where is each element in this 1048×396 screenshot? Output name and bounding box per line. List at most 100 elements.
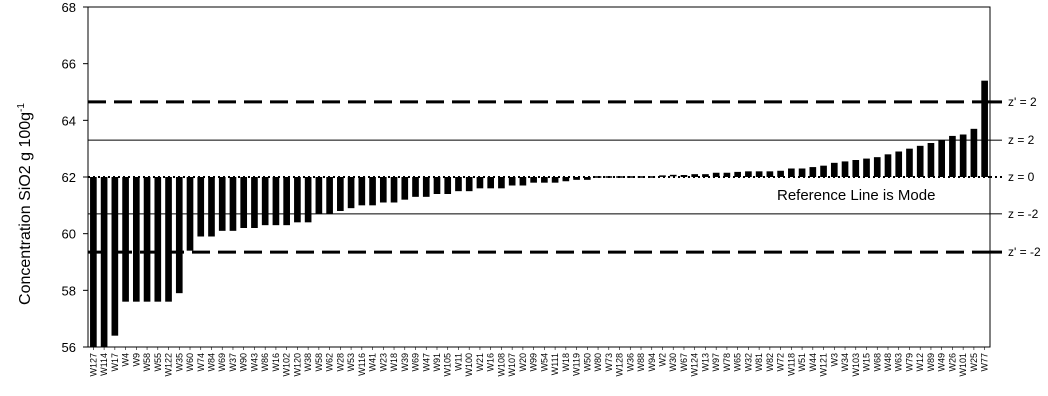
bar (755, 171, 763, 177)
bar (637, 176, 645, 178)
bar (562, 177, 570, 182)
bar (283, 177, 290, 226)
bar (326, 177, 333, 214)
x-tick-label: W97 (711, 353, 721, 372)
bar (487, 177, 495, 189)
x-tick-label: W13 (700, 353, 710, 372)
x-tick-label: W105 (443, 353, 453, 377)
x-tick-label: W34 (840, 353, 850, 372)
y-tick-label: 68 (62, 0, 76, 15)
bar (895, 151, 903, 177)
x-tick-label: W100 (464, 353, 474, 377)
y-tick-label: 56 (62, 340, 76, 355)
bar (530, 177, 537, 183)
bar (111, 177, 119, 336)
x-tick-label: W68 (872, 353, 882, 372)
x-tick-label: W51 (797, 353, 807, 372)
x-tick-label: W18 (389, 353, 399, 372)
x-tick-label: W50 (582, 353, 592, 372)
bar (455, 177, 462, 192)
bar (465, 177, 473, 192)
bar (347, 177, 355, 209)
x-tick-label: W63 (894, 353, 904, 372)
bar (208, 177, 215, 237)
bar (143, 177, 151, 302)
x-tick-label: W90 (239, 353, 249, 372)
x-tick-label: W79 (904, 353, 914, 372)
x-tick-label: W32 (743, 353, 753, 372)
bar (809, 167, 817, 177)
reference-line-label: z' = -2 (1008, 245, 1041, 259)
bar (304, 177, 312, 223)
x-tick-label: W124 (690, 353, 700, 377)
x-tick-label: W121 (819, 353, 829, 377)
x-tick-label: W82 (765, 353, 775, 372)
bar (476, 177, 484, 189)
bar (444, 177, 452, 194)
bar (90, 177, 97, 347)
reference-line-label: z = 2 (1008, 133, 1035, 147)
bar (626, 176, 634, 178)
x-tick-label: W72 (776, 353, 786, 372)
x-tick-label: W54 (539, 353, 549, 372)
bar (218, 177, 226, 231)
bar (949, 135, 956, 177)
bar (401, 177, 409, 200)
x-tick-label: W48 (883, 353, 893, 372)
x-tick-label: W36 (625, 353, 635, 372)
x-tick-label: W43 (249, 353, 259, 372)
bar (122, 177, 129, 302)
x-tick-label: W69 (411, 353, 421, 372)
x-tick-label: W47 (421, 353, 431, 372)
bar (251, 177, 258, 228)
x-tick-label: W18 (561, 353, 571, 372)
x-tick-label: W9 (131, 353, 141, 367)
bar (841, 161, 849, 177)
x-tick-label: W89 (926, 353, 936, 372)
bar (508, 177, 516, 186)
bar (100, 177, 108, 347)
bar (551, 177, 559, 183)
y-tick-label: 66 (62, 57, 76, 72)
x-tick-label: W20 (518, 353, 528, 372)
bar (272, 177, 280, 226)
reference-line-label: z' = 2 (1008, 95, 1037, 109)
x-tick-label: W116 (357, 353, 367, 376)
bar (691, 174, 699, 177)
x-tick-label: W23 (378, 353, 388, 372)
x-tick-label: W84 (206, 353, 216, 372)
x-tick-label: W11 (453, 353, 463, 371)
bar (766, 171, 774, 177)
y-tick-label: 62 (62, 170, 76, 185)
x-tick-label: W80 (593, 353, 603, 372)
bar (519, 177, 527, 186)
bar (938, 140, 946, 177)
bar (358, 177, 366, 206)
bar (873, 157, 881, 177)
bar (981, 80, 988, 177)
reference-line-label: z = 0 (1008, 170, 1035, 184)
x-tick-label: W94 (647, 353, 657, 372)
bar (337, 177, 344, 211)
x-tick-label: W86 (260, 353, 270, 372)
x-tick-label: W58 (142, 353, 152, 372)
bar (240, 177, 248, 228)
x-tick-label: W4 (121, 353, 131, 367)
x-tick-label: W67 (679, 353, 689, 372)
x-tick-label: W25 (969, 353, 979, 372)
bar (197, 177, 205, 237)
y-axis-label-main: Concentration SiO2 g 100g (17, 112, 34, 305)
bar (132, 177, 140, 302)
x-tick-label: W15 (862, 353, 872, 372)
x-tick-label: W69 (217, 353, 227, 372)
bar (294, 177, 301, 223)
bar (433, 177, 441, 194)
bar (830, 162, 838, 177)
x-tick-label: W120 (292, 353, 302, 377)
bar (659, 175, 666, 177)
bar (412, 177, 419, 197)
bar (788, 168, 795, 177)
